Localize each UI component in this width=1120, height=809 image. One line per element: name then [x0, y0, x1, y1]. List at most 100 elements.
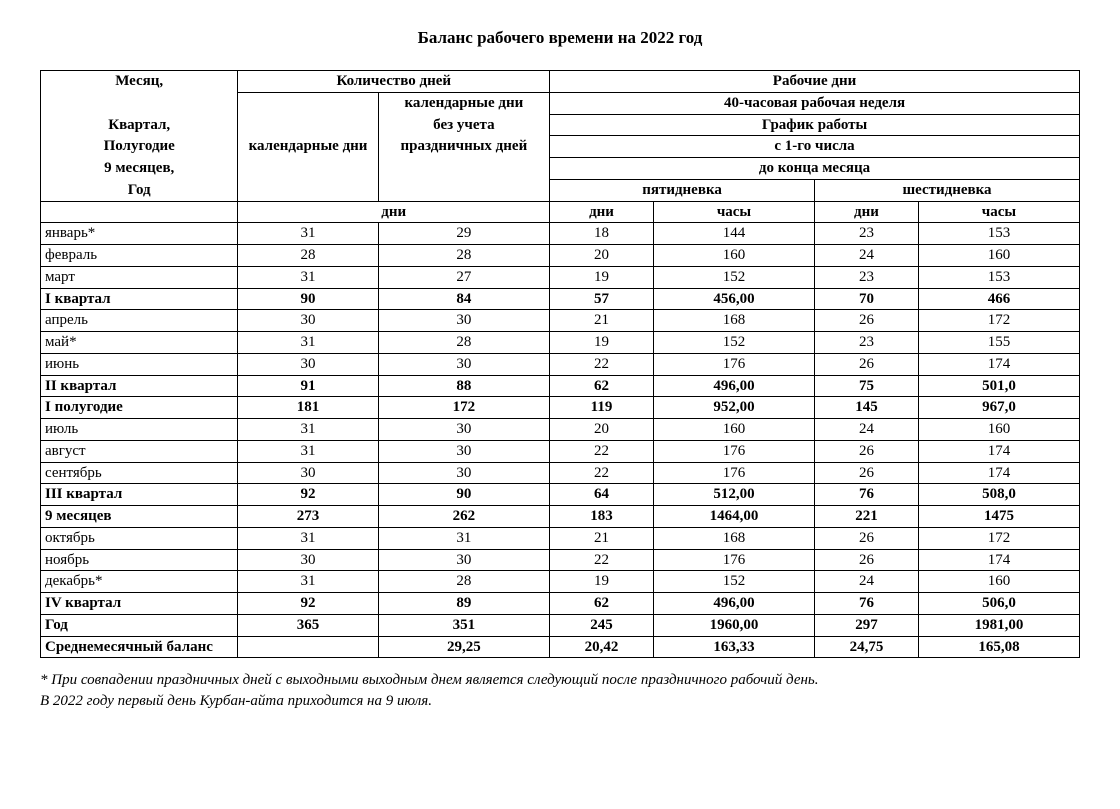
cell-cal: 31: [238, 332, 378, 354]
table-row: 9 месяцев2732621831464,002211475: [41, 506, 1080, 528]
cell-cal: 30: [238, 549, 378, 571]
hdr-calnh-blank2: [378, 179, 549, 201]
cell-h6: 153: [918, 266, 1079, 288]
table-row: сентябрь30302217626174: [41, 462, 1080, 484]
cell-h6: 501,0: [918, 375, 1079, 397]
cell-cal: 365: [238, 614, 378, 636]
row-label: I полугодие: [41, 397, 238, 419]
cell-calnh: 30: [378, 440, 549, 462]
hdr-week40: 40-часовая рабочая неделя: [550, 92, 1080, 114]
cell-calnh: 172: [378, 397, 549, 419]
cell-d5: 22: [550, 353, 654, 375]
cell-h5: 160: [653, 245, 814, 267]
cell-h6: 506,0: [918, 593, 1079, 615]
table-row: июль31302016024160: [41, 419, 1080, 441]
cell-d5: 245: [550, 614, 654, 636]
cell-calnh: 28: [378, 245, 549, 267]
cell-cal: 31: [238, 527, 378, 549]
cell-calnh: 262: [378, 506, 549, 528]
cell-d5: 19: [550, 571, 654, 593]
cell-h5: 152: [653, 266, 814, 288]
hdr-dni-5: дни: [550, 201, 654, 223]
row-label: III квартал: [41, 484, 238, 506]
cell-d5: 183: [550, 506, 654, 528]
table-row: июнь30302217626174: [41, 353, 1080, 375]
hdr-left-line-2: Квартал,: [41, 114, 238, 136]
cell-d6: 24: [815, 571, 919, 593]
hdr-calnh-l3: праздничных дней: [378, 136, 549, 158]
cell-d6: 23: [815, 223, 919, 245]
table-row: Среднемесячный баланс29,2520,42163,3324,…: [41, 636, 1080, 658]
hdr-from1: с 1-го числа: [550, 136, 1080, 158]
cell-calnh: 351: [378, 614, 549, 636]
cell-h6: 466: [918, 288, 1079, 310]
cell-calnh: 31: [378, 527, 549, 549]
cell-cal: 31: [238, 266, 378, 288]
cell-cal: 30: [238, 462, 378, 484]
cell-d6: 76: [815, 484, 919, 506]
table-row: декабрь*31281915224160: [41, 571, 1080, 593]
cell-h5: 168: [653, 527, 814, 549]
cell-h6: 1981,00: [918, 614, 1079, 636]
row-label: сентябрь: [41, 462, 238, 484]
hdr-to-end: до конца месяца: [550, 158, 1080, 180]
cell-d5: 22: [550, 462, 654, 484]
cell-d5: 119: [550, 397, 654, 419]
table-row: Год3653512451960,002971981,00: [41, 614, 1080, 636]
cell-d5: 62: [550, 375, 654, 397]
cell-cal: 31: [238, 419, 378, 441]
cell-h5: 152: [653, 571, 814, 593]
table-row: октябрь31312116826172: [41, 527, 1080, 549]
table-row: февраль28282016024160: [41, 245, 1080, 267]
cell-d6: 24,75: [815, 636, 919, 658]
cell-d6: 24: [815, 419, 919, 441]
cell-cal: 92: [238, 484, 378, 506]
cell-d6: 75: [815, 375, 919, 397]
row-label: май*: [41, 332, 238, 354]
hdr-work-days: Рабочие дни: [550, 71, 1080, 93]
hdr-schedule: График работы: [550, 114, 1080, 136]
row-label: Год: [41, 614, 238, 636]
cell-h6: 172: [918, 527, 1079, 549]
row-label: июнь: [41, 353, 238, 375]
cell-cal: 273: [238, 506, 378, 528]
hdr-left-line-5: Год: [41, 179, 238, 201]
hdr-blank-left: [41, 201, 238, 223]
cell-d5: 20,42: [550, 636, 654, 658]
row-label: март: [41, 266, 238, 288]
row-label: Среднемесячный баланс: [41, 636, 238, 658]
row-label: IV квартал: [41, 593, 238, 615]
cell-calnh: 28: [378, 332, 549, 354]
hdr-calnh-blank1: [378, 158, 549, 180]
cell-cal: 31: [238, 571, 378, 593]
cell-calnh: 27: [378, 266, 549, 288]
cell-d5: 64: [550, 484, 654, 506]
table-row: ноябрь30302217626174: [41, 549, 1080, 571]
cell-d5: 21: [550, 527, 654, 549]
cell-calnh: 30: [378, 549, 549, 571]
hdr-left-line-1: [41, 92, 238, 114]
table-row: I полугодие181172119952,00145967,0: [41, 397, 1080, 419]
cell-h5: 1960,00: [653, 614, 814, 636]
cell-calnh: 89: [378, 593, 549, 615]
hdr-qty-days: Количество дней: [238, 71, 550, 93]
cell-d5: 19: [550, 266, 654, 288]
table-row: март31271915223153: [41, 266, 1080, 288]
cell-cal: 31: [238, 440, 378, 462]
hdr-hrs-5: часы: [653, 201, 814, 223]
row-label: январь*: [41, 223, 238, 245]
cell-h6: 508,0: [918, 484, 1079, 506]
cell-d6: 26: [815, 353, 919, 375]
cell-d5: 22: [550, 549, 654, 571]
cell-d6: 26: [815, 527, 919, 549]
hdr-dni-6: дни: [815, 201, 919, 223]
cell-h5: 160: [653, 419, 814, 441]
cell-d6: 145: [815, 397, 919, 419]
row-label: 9 месяцев: [41, 506, 238, 528]
table-row: I квартал908457456,0070466: [41, 288, 1080, 310]
cell-d5: 22: [550, 440, 654, 462]
cell-d6: 76: [815, 593, 919, 615]
cell-d6: 297: [815, 614, 919, 636]
cell-calnh: 30: [378, 462, 549, 484]
cell-d6: 26: [815, 440, 919, 462]
